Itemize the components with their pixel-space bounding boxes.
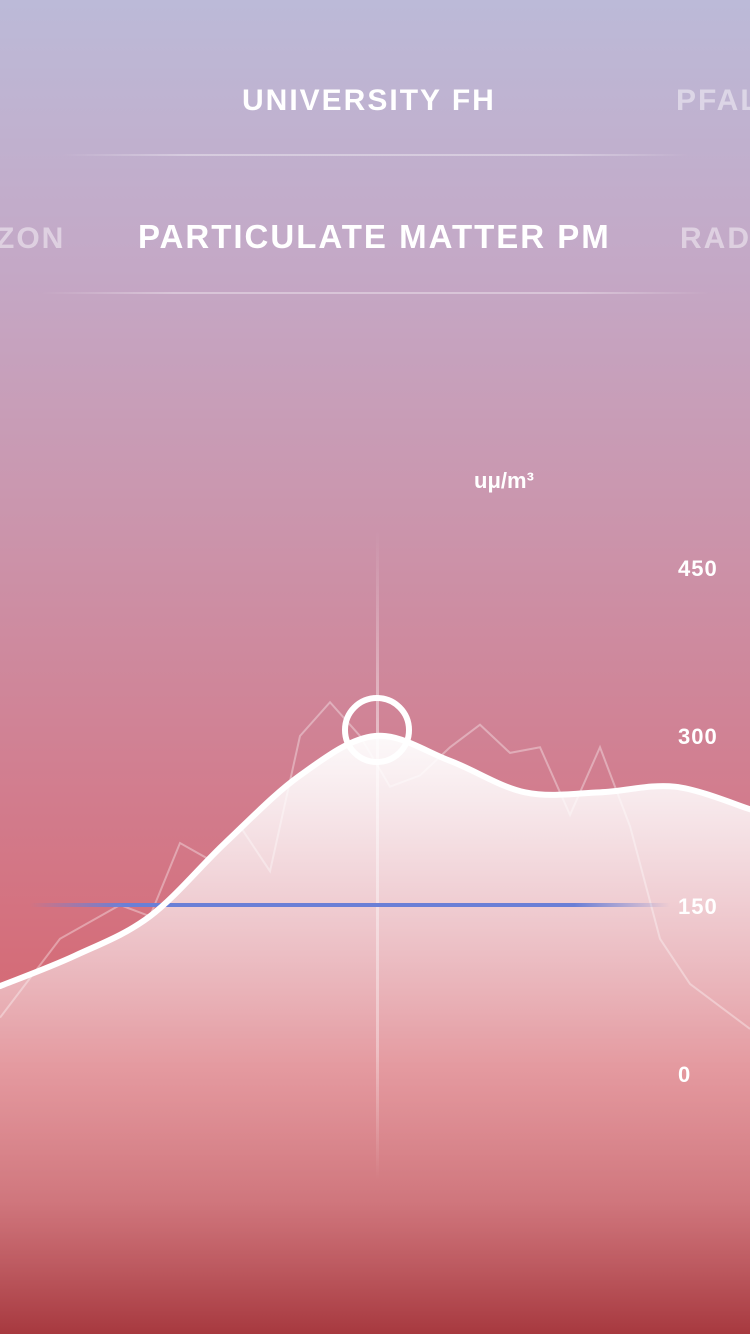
y-axis-unit: uμ/m³ <box>474 468 534 493</box>
y-tick-450: 450 <box>678 556 718 581</box>
location-divider <box>60 154 690 156</box>
selected-point-marker[interactable] <box>342 695 412 765</box>
smooth-series-line <box>0 732 750 990</box>
area-fill <box>0 735 750 1334</box>
cursor-line <box>376 530 379 1180</box>
location-current[interactable]: UNIVERSITY FH <box>242 84 496 117</box>
metric-previous[interactable]: ZON <box>0 222 66 255</box>
y-tick-300: 300 <box>678 724 718 749</box>
metric-pager[interactable]: ZON PARTICULATE MATTER PM RAD <box>0 220 750 300</box>
threshold-line <box>30 903 670 907</box>
location-pager[interactable]: UNIVERSITY FH PFAL <box>0 86 750 166</box>
metric-current[interactable]: PARTICULATE MATTER PM <box>138 218 611 255</box>
location-next[interactable]: PFAL <box>676 84 750 117</box>
metric-next[interactable]: RAD <box>680 222 750 255</box>
metric-divider <box>40 292 710 294</box>
raw-series-line <box>0 700 750 1030</box>
